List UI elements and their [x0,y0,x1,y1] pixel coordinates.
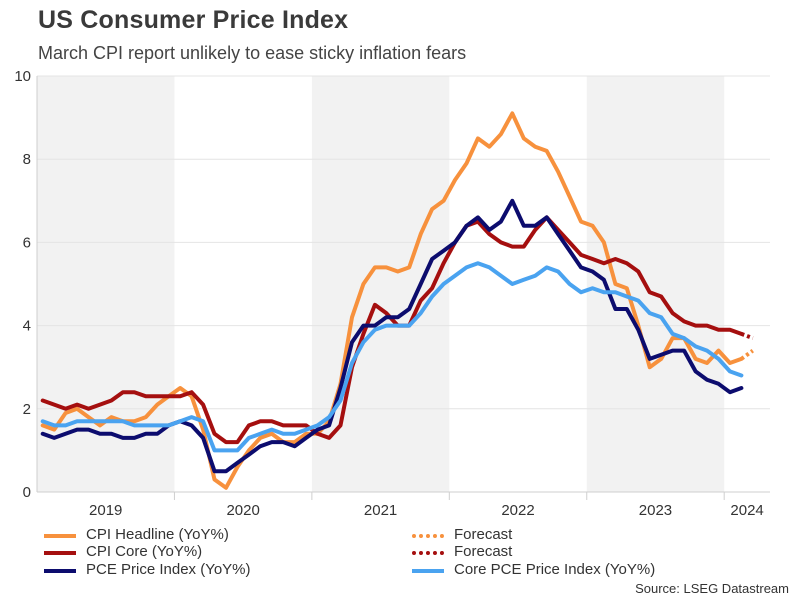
legend-swatch-cpi-headline [44,534,76,538]
chart-title: US Consumer Price Index [38,6,349,34]
series-line-core-pce-price-index-yoy [40,261,744,453]
legend-label-pce: PCE Price Index (YoY%) [86,561,251,578]
shaded-band-2023 [586,76,725,492]
y-tick-label-10: 10 [14,68,31,85]
x-tick-label-2022: 2022 [501,502,534,519]
legend-label-cpi-headline: CPI Headline (YoY%) [86,526,229,543]
legend-swatch-pce [44,569,76,573]
series-line-forecast-cpi-headline [740,348,754,361]
source-note: Source: LSEG Datastream [635,581,789,596]
y-tick-label-4: 4 [23,318,31,335]
x-tick-label-2019: 2019 [89,502,122,519]
legend-label-cpi-core-forecast: Forecast [454,543,513,560]
legend-swatch-cpi-core-forecast [412,551,444,555]
y-tick-label-0: 0 [23,484,31,501]
x-tick-label-2024: 2024 [730,502,763,519]
y-tick-label-6: 6 [23,234,31,251]
legend-label-core-pce: Core PCE Price Index (YoY%) [454,561,656,578]
y-tick-label-2: 2 [23,401,31,418]
shaded-band-2021 [311,76,450,492]
shaded-band-2019 [37,76,175,492]
series-line-pce-price-index-yoy [40,198,744,474]
series-line-cpi-headline-yoy [40,111,744,490]
legend-swatch-core-pce [412,569,444,573]
series-line-cpi-core-yoy [40,215,744,445]
x-tick-label-2023: 2023 [639,502,672,519]
legend-label-cpi-core: CPI Core (YoY%) [86,543,203,560]
legend-label-cpi-headline-forecast: Forecast [454,526,513,543]
legend-swatch-cpi-core [44,551,76,555]
legend-swatch-cpi-headline-forecast [412,534,444,538]
chart-subtitle: March CPI report unlikely to ease sticky… [38,43,467,63]
y-tick-label-8: 8 [23,151,31,168]
x-tick-label-2020: 2020 [226,502,259,519]
series-line-forecast-cpi-core [740,332,754,340]
x-tick-label-2021: 2021 [364,502,397,519]
